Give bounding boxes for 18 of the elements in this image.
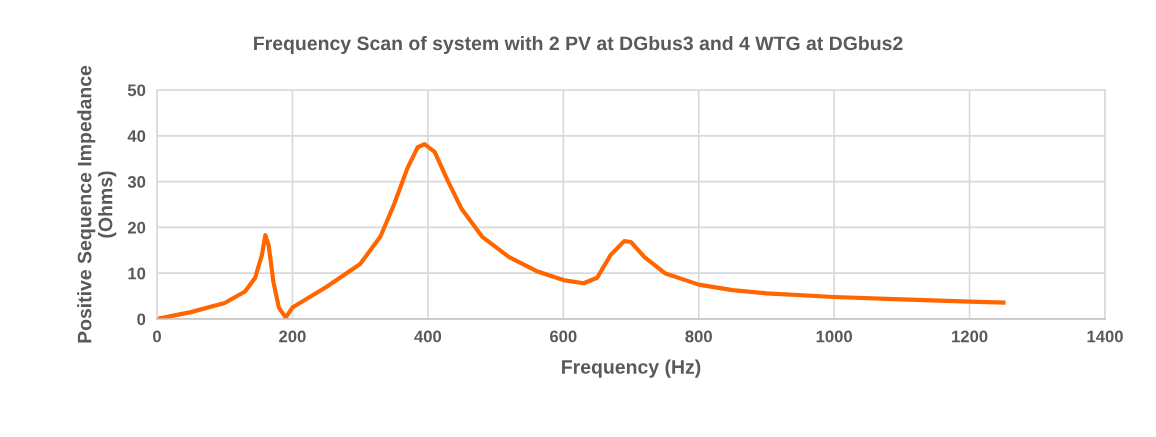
x-tick-label: 200 [279, 330, 306, 343]
y-tick-label: 50 [127, 84, 146, 97]
line-series [157, 141, 1006, 319]
y-tick-label: 40 [127, 130, 146, 142]
y-tick-label: 30 [127, 176, 146, 188]
x-tick-label: 1200 [952, 330, 988, 343]
x-tick-label: 1000 [816, 330, 852, 343]
x-tick-label: 1400 [1087, 330, 1123, 343]
x-tick-label: 400 [414, 330, 442, 343]
x-tick-label: 600 [549, 330, 577, 343]
x-axis-title: Frequency (Hz) [562, 359, 701, 378]
y-tick-label: 0 [137, 313, 146, 326]
x-tick-label: 0 [153, 330, 161, 343]
y-tick-label: 20 [127, 221, 146, 234]
y-axis-title: Positive Sequence Impedance (Ohms) [77, 65, 117, 343]
x-tick-label: 800 [685, 330, 712, 343]
y-tick-label: 10 [128, 267, 146, 280]
chart-title: Frequency Scan of system with 2 PV at DGbus3 and 4 WTG at DGbus2 [254, 35, 903, 55]
